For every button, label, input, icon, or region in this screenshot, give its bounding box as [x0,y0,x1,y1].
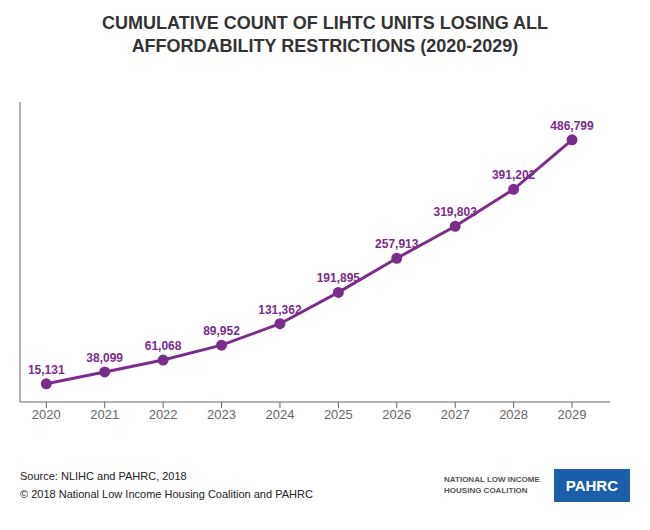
svg-text:391,202: 391,202 [492,168,536,182]
html-text:© 2018 National Low Income Hou: © 2018 National Low Income Housing Coali… [20,488,313,500]
svg-text:38,099: 38,099 [86,351,123,365]
svg-text:2027: 2027 [441,407,470,422]
svg-text:2022: 2022 [149,407,178,422]
svg-text:61,068: 61,068 [145,339,182,353]
svg-text:257,913: 257,913 [375,237,419,251]
svg-text:2026: 2026 [382,407,411,422]
svg-text:2024: 2024 [265,407,294,422]
svg-text:89,952: 89,952 [203,324,240,338]
svg-text:2028: 2028 [499,407,528,422]
svg-text:2020: 2020 [32,407,61,422]
svg-text:486,799: 486,799 [550,119,594,133]
svg-text:2023: 2023 [207,407,236,422]
svg-text:2021: 2021 [90,407,119,422]
svg-text:2025: 2025 [324,407,353,422]
html-text:Source: NLIHC and PAHRC, 2018: Source: NLIHC and PAHRC, 2018 [20,470,187,482]
svg-text:319,803: 319,803 [434,205,478,219]
html-text:NATIONAL LOW INCOME HOUSING CO: NATIONAL LOW INCOME HOUSING COALITION [444,475,540,495]
html-text:CUMULATIVE COUNT OF LIHTC UNIT: CUMULATIVE COUNT OF LIHTC UNITS LOSING A… [102,13,548,33]
svg-text:191,895: 191,895 [317,271,361,285]
svg-text:131,362: 131,362 [258,303,302,317]
svg-text:2029: 2029 [558,407,587,422]
html-text:PAHRC: PAHRC [565,476,618,494]
html-text:AFFORDABILITY RESTRICTIONS (20: AFFORDABILITY RESTRICTIONS (2020-2029) [131,36,519,56]
svg-text:15,131: 15,131 [28,363,65,377]
